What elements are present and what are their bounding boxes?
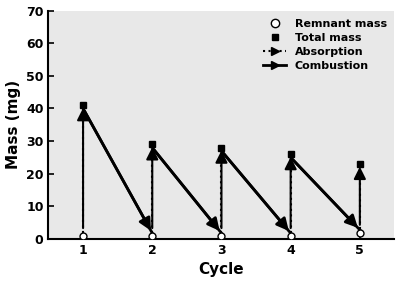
- Y-axis label: Mass (mg): Mass (mg): [6, 80, 20, 169]
- Legend: Remnant mass, Total mass, Absorption, Combustion: Remnant mass, Total mass, Absorption, Co…: [261, 16, 389, 74]
- X-axis label: Cycle: Cycle: [199, 262, 244, 277]
